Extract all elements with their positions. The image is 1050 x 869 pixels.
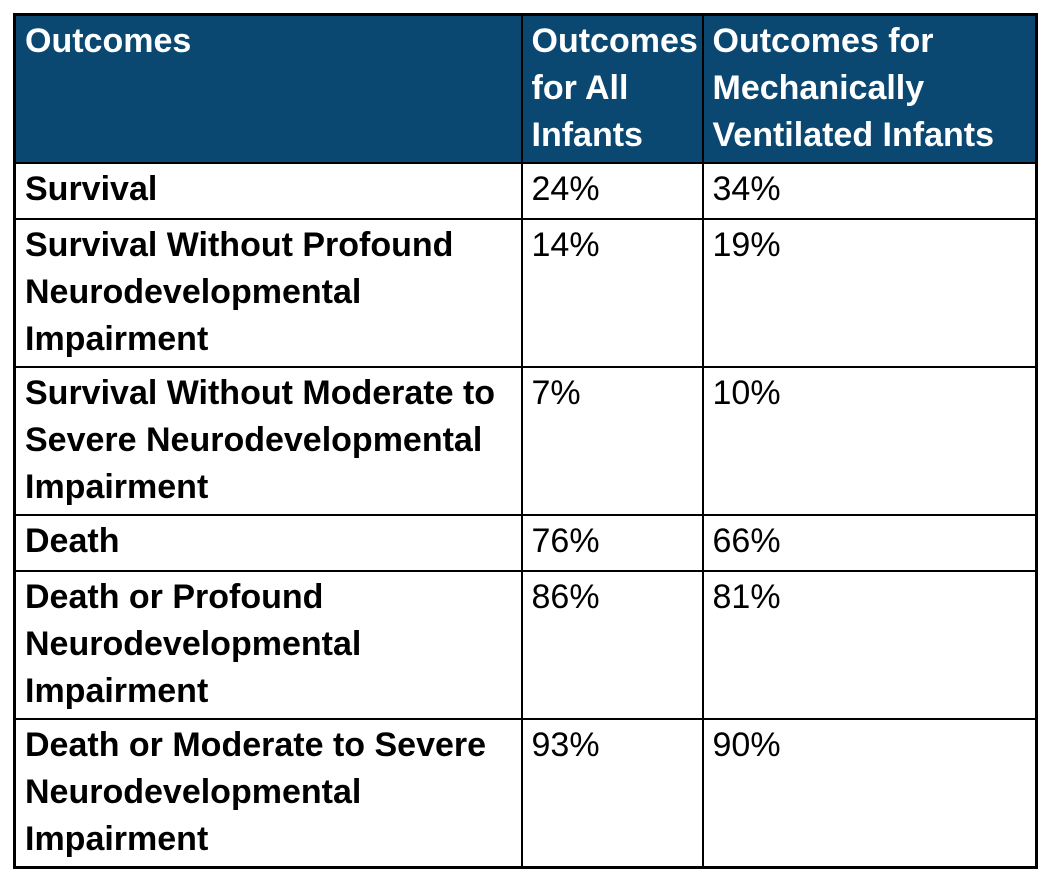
table-row: Death or Moderate to Severe Neurodevelop… [13, 718, 1038, 869]
outcome-label-cell: Death [13, 514, 523, 572]
all-infants-value-cell: 14% [520, 218, 704, 368]
ventilated-infants-value-cell: 81% [701, 570, 1038, 720]
outcome-label-cell: Death or Moderate to Severe Neurodevelop… [13, 718, 523, 869]
table-body: Survival 24% 34% Survival Without Profou… [13, 162, 1038, 869]
all-infants-value-cell: 76% [520, 514, 704, 572]
table-row: Survival Without Moderate to Severe Neur… [13, 366, 1038, 516]
outcome-label-cell: Survival [13, 162, 523, 220]
table-row: Death 76% 66% [13, 514, 1038, 572]
ventilated-infants-value-cell: 19% [701, 218, 1038, 368]
outcome-label-cell: Death or Profound Neurodevelopmental Imp… [13, 570, 523, 720]
outcome-label-cell: Survival Without Moderate to Severe Neur… [13, 366, 523, 516]
header-cell-ventilated-infants: Outcomes for Mechanically Ventilated Inf… [701, 13, 1038, 164]
all-infants-value-cell: 24% [520, 162, 704, 220]
all-infants-value-cell: 86% [520, 570, 704, 720]
ventilated-infants-value-cell: 66% [701, 514, 1038, 572]
outcomes-table: Outcomes Outcomes for All Infants Outcom… [13, 13, 1038, 869]
outcome-label-cell: Survival Without Profound Neurodevelopme… [13, 218, 523, 368]
table-row: Survival 24% 34% [13, 162, 1038, 220]
ventilated-infants-value-cell: 10% [701, 366, 1038, 516]
ventilated-infants-value-cell: 34% [701, 162, 1038, 220]
all-infants-value-cell: 7% [520, 366, 704, 516]
header-row: Outcomes Outcomes for All Infants Outcom… [13, 13, 1038, 164]
header-cell-outcomes: Outcomes [13, 13, 523, 164]
header-cell-all-infants: Outcomes for All Infants [520, 13, 704, 164]
ventilated-infants-value-cell: 90% [701, 718, 1038, 869]
table-row: Death or Profound Neurodevelopmental Imp… [13, 570, 1038, 720]
table-row: Survival Without Profound Neurodevelopme… [13, 218, 1038, 368]
table-header: Outcomes Outcomes for All Infants Outcom… [13, 13, 1038, 164]
all-infants-value-cell: 93% [520, 718, 704, 869]
